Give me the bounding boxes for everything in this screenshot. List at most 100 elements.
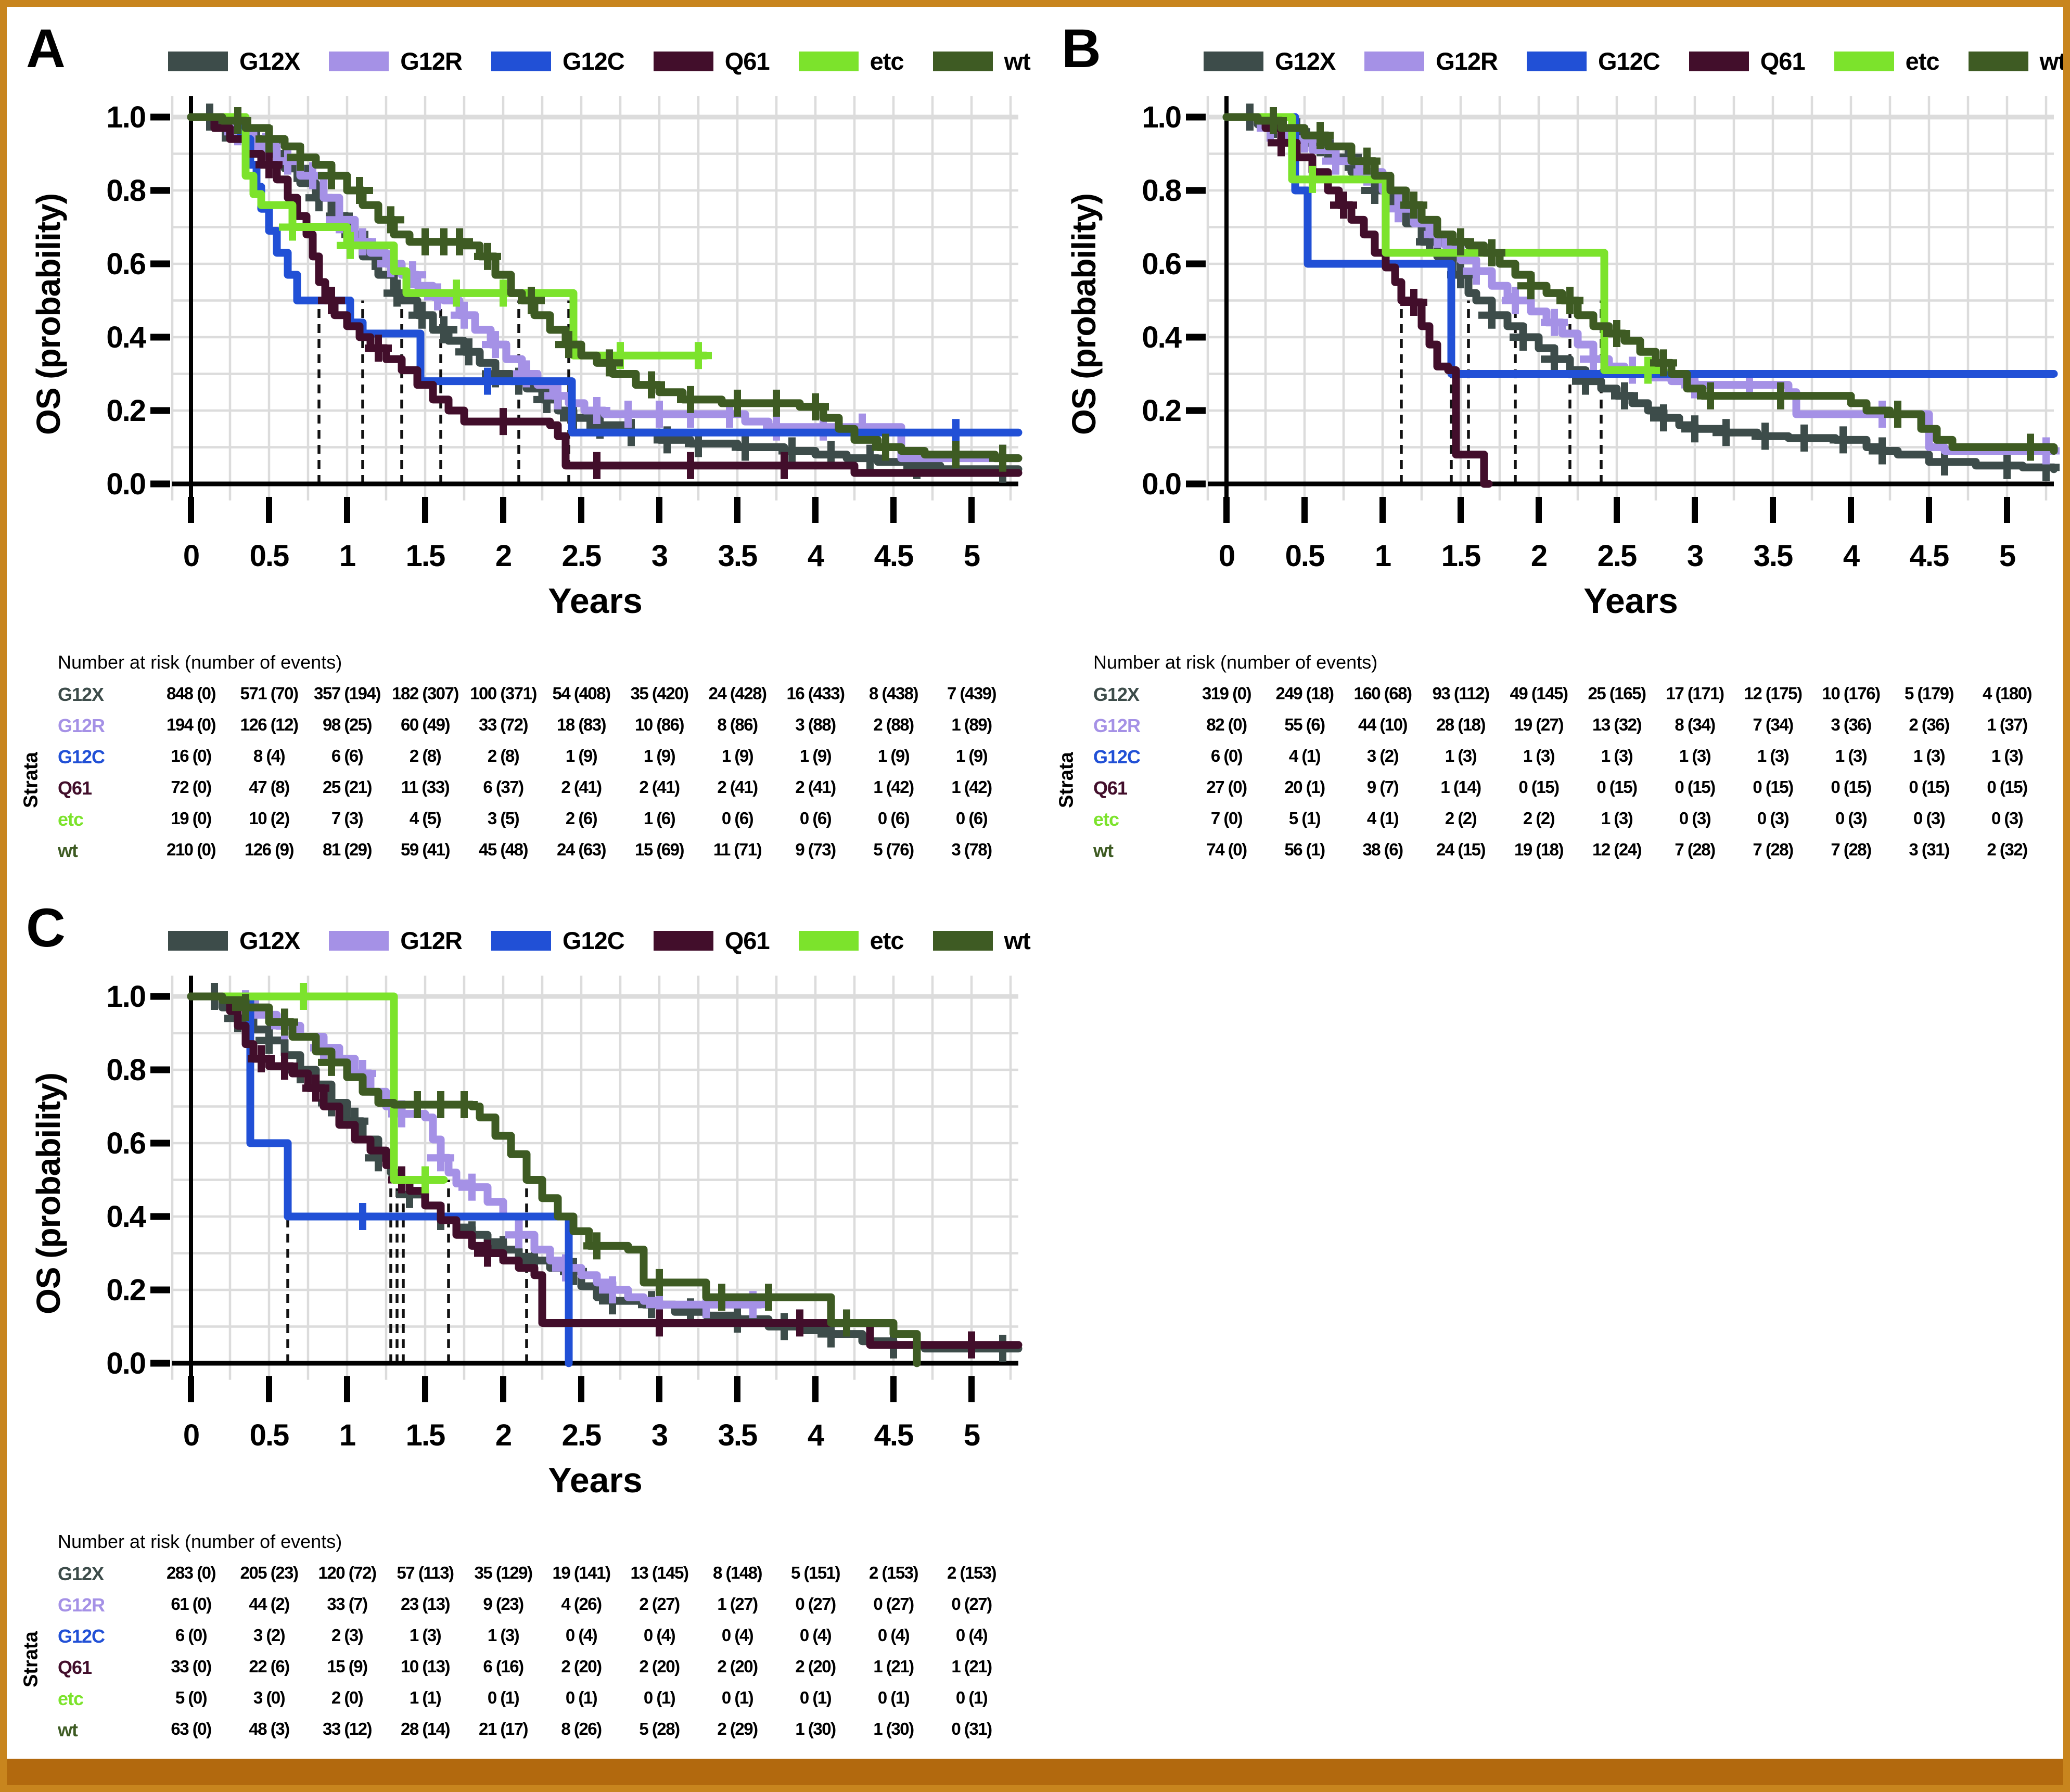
legend-item-G12C: G12C — [491, 47, 625, 75]
risk-row-G12X: G12X 848 (0) 571 (70) 357 (194) 182 (307) 100… — [19, 680, 1028, 711]
censor-mark-Q61 — [786, 1309, 813, 1337]
risk-cell: 0 (15) — [1909, 777, 1950, 797]
censor-mark-wt — [318, 162, 345, 189]
risk-cell: 0 (6) — [721, 809, 754, 828]
risk-cell: 3 (88) — [795, 715, 836, 734]
risk-cell: 2 (2) — [1523, 809, 1555, 828]
censor-mark-G12R — [427, 1144, 454, 1172]
x-axis-title: Years — [548, 1461, 643, 1500]
risk-cell: 13 (32) — [1592, 715, 1642, 734]
km-chart: 1.0 0.8 0.6 0.4 0.2 0.0 0 0.5 1 1.5 2 2.5 3 3.5 4 4.5 5 Y… — [106, 976, 1023, 1500]
risk-cell: 1 (9) — [643, 746, 676, 765]
censor-mark-wt — [555, 331, 582, 359]
x-tick-label: 2.5 — [1598, 539, 1637, 573]
risk-cell: 2 (8) — [487, 746, 520, 765]
risk-cell: 8 (26) — [561, 1719, 602, 1738]
censor-mark-wt — [255, 125, 283, 153]
risk-cell: 8 (34) — [1675, 715, 1716, 734]
x-tick-label: 1 — [339, 1418, 355, 1452]
risk-stratum-label: G12C — [1093, 746, 1141, 767]
risk-cell: 5 (28) — [639, 1719, 680, 1738]
censor-mark-Q61 — [365, 335, 392, 362]
risk-cell: 7 (34) — [1753, 715, 1794, 734]
censor-mark-wt — [427, 1091, 454, 1118]
y-tick-label: 0.8 — [106, 1053, 145, 1087]
risk-stratum-label: Q61 — [58, 777, 92, 799]
censor-mark-G12R — [505, 1221, 532, 1249]
y-tick-label: 0.2 — [106, 1273, 145, 1307]
risk-cell: 0 (1) — [955, 1688, 988, 1707]
risk-row-wt: wt 74 (0) 56 (1) 38 (6) 24 (15) 19 (18) 12 (24… — [1054, 836, 2064, 867]
y-axis-title: OS (probability) — [30, 194, 67, 435]
risk-cell: 0 (1) — [643, 1688, 676, 1707]
risk-row-wt: wt 210 (0) 126 (9) 81 (29) 59 (41) 45 (48) 24 … — [19, 836, 1028, 867]
censor-mark-wt — [596, 349, 623, 377]
censor-mark-G12R — [615, 401, 642, 428]
risk-cell: 6 (0) — [175, 1625, 208, 1645]
risk-cell: 2 (20) — [639, 1657, 680, 1676]
y-tick-label: 0.0 — [106, 467, 145, 501]
legend-item-etc: etc — [798, 926, 904, 955]
risk-cell: 55 (6) — [1284, 715, 1325, 734]
risk-cell: 33 (0) — [171, 1657, 212, 1676]
censor-mark-Q61 — [583, 452, 610, 479]
legend-item-etc: etc — [1834, 47, 1940, 75]
risk-cell: 3 (5) — [487, 809, 520, 828]
censor-mark-G12X — [1681, 415, 1708, 443]
risk-cell: 2 (29) — [717, 1719, 758, 1738]
risk-cell: 81 (29) — [322, 840, 373, 859]
panel-C: C G12X G12R G12C Q61 etc wt OS (probability) … — [19, 897, 1031, 1761]
risk-table-title: Number at risk (number of events) — [58, 651, 342, 673]
censor-mark-Q61 — [771, 452, 798, 479]
risk-stratum-label: wt — [58, 1719, 78, 1740]
x-tick-label: 4 — [808, 1418, 824, 1452]
risk-cell: 24 (428) — [708, 684, 767, 703]
risk-cell: 7 (28) — [1753, 840, 1794, 859]
risk-cell: 0 (3) — [1679, 809, 1711, 828]
censor-mark-Q61 — [318, 287, 345, 314]
censor-mark-etc — [1299, 165, 1326, 193]
risk-cell: 2 (41) — [561, 777, 602, 797]
risk-cell: 1 (30) — [873, 1719, 914, 1738]
censor-mark-G12X — [455, 338, 482, 366]
x-tick-label: 2 — [1531, 539, 1547, 573]
censor-mark-wt — [763, 389, 790, 417]
censor-mark-etc — [290, 983, 317, 1010]
censor-mark-wt — [224, 107, 251, 135]
y-tick-label: 1.0 — [1142, 100, 1181, 134]
legend-swatch-etc — [798, 51, 859, 71]
risk-cell: 319 (0) — [1202, 684, 1252, 703]
censor-mark-wt — [1767, 382, 1794, 409]
risk-cell: 0 (27) — [873, 1594, 914, 1614]
legend-item-G12X: G12X — [168, 926, 300, 955]
risk-cell: 2 (20) — [561, 1657, 602, 1676]
risk-cell: 72 (0) — [171, 777, 212, 797]
censor-mark-wt — [474, 242, 501, 270]
risk-cell: 18 (83) — [556, 715, 607, 734]
risk-cell: 12 (24) — [1592, 840, 1642, 859]
risk-cell: 0 (3) — [1757, 809, 1790, 828]
risk-cell: 1 (9) — [721, 746, 754, 765]
censor-mark-wt — [638, 371, 665, 399]
risk-cell: 48 (3) — [249, 1719, 290, 1738]
risk-cell: 2 (88) — [873, 715, 914, 734]
risk-cell: 194 (0) — [166, 715, 216, 734]
censor-mark-wt — [1884, 401, 1911, 428]
risk-cell: 7 (0) — [1210, 809, 1243, 828]
risk-cell: 182 (307) — [392, 684, 459, 703]
censor-mark-wt — [446, 228, 473, 255]
y-tick-label: 0.6 — [106, 1127, 145, 1160]
censor-mark-wt — [404, 1091, 431, 1118]
censor-mark-Q61 — [474, 1239, 501, 1267]
risk-cell: 1 (3) — [1991, 746, 2024, 765]
y-axis-title: OS (probability) — [30, 1073, 67, 1314]
censor-mark-wt — [1478, 239, 1505, 266]
legend-swatch-etc — [798, 930, 859, 951]
censor-mark-etc — [443, 279, 470, 307]
x-tick-label: 0 — [183, 1418, 199, 1452]
censor-mark-wt — [1260, 107, 1287, 135]
censor-mark-G12R — [482, 331, 509, 359]
y-tick-label: 1.0 — [106, 100, 145, 134]
km-curve-G12C — [187, 113, 1023, 437]
risk-stratum-label: Q61 — [58, 1657, 92, 1678]
